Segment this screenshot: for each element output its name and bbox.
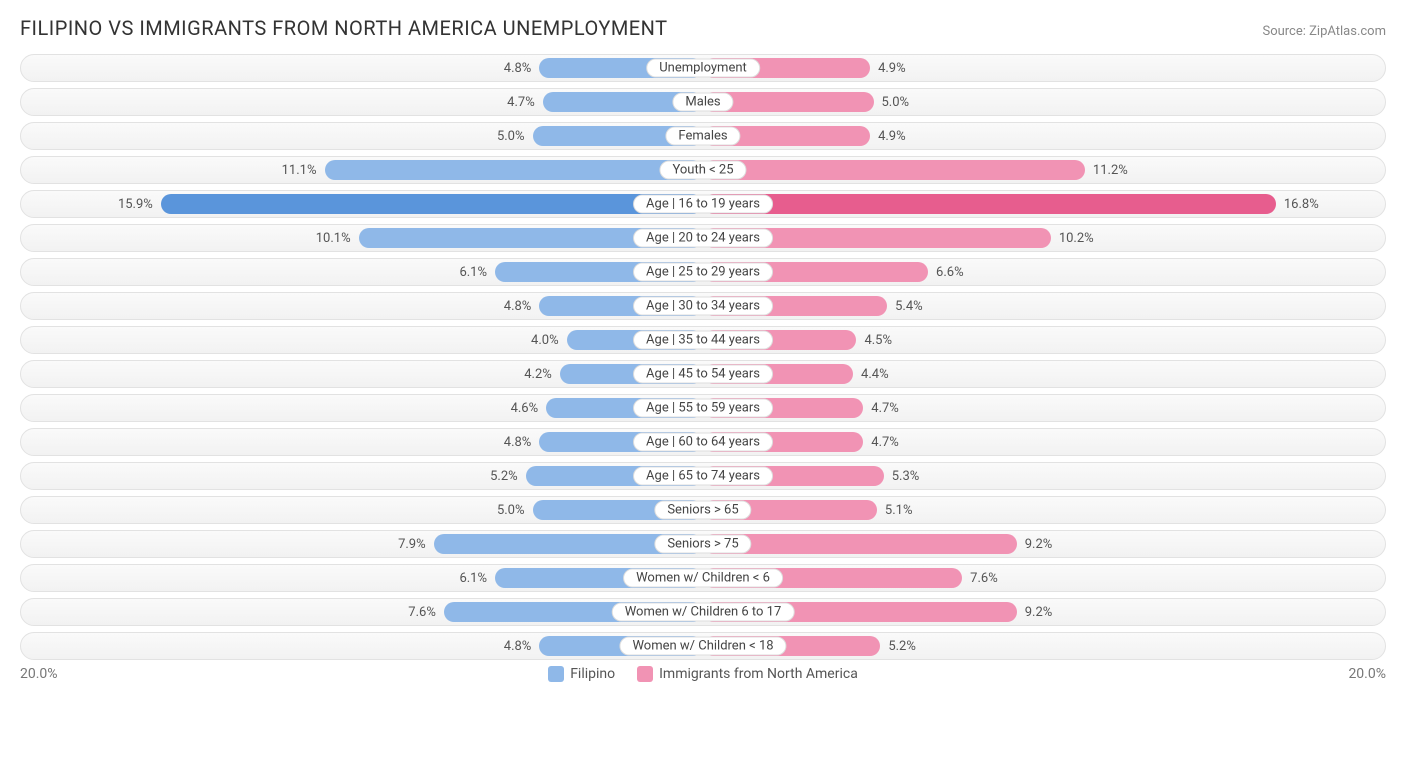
value-left: 4.8% (504, 429, 532, 455)
value-left: 5.0% (497, 123, 525, 149)
chart-row: 4.8% 5.4% Age | 30 to 34 years (20, 292, 1386, 320)
category-label: Age | 35 to 44 years (633, 331, 773, 350)
value-right: 4.7% (871, 429, 899, 455)
diverging-bar-chart: 4.8% 4.9% Unemployment 4.7% 5.0% Males 5.0% 4.9… (20, 54, 1386, 660)
chart-row: 6.1% 6.6% Age | 25 to 29 years (20, 258, 1386, 286)
category-label: Age | 60 to 64 years (633, 433, 773, 452)
value-left: 4.8% (504, 633, 532, 659)
value-right: 16.8% (1284, 191, 1319, 217)
chart-row: 10.1% 10.2% Age | 20 to 24 years (20, 224, 1386, 252)
legend-item-right: Immigrants from North America (637, 666, 858, 682)
value-right: 6.6% (936, 259, 964, 285)
value-left: 5.2% (490, 463, 518, 489)
category-label: Unemployment (646, 59, 760, 78)
value-left: 4.8% (504, 55, 532, 81)
category-label: Seniors > 65 (654, 501, 751, 520)
chart-row: 4.2% 4.4% Age | 45 to 54 years (20, 360, 1386, 388)
value-left: 6.1% (459, 565, 487, 591)
category-label: Age | 55 to 59 years (633, 399, 773, 418)
category-label: Age | 45 to 54 years (633, 365, 773, 384)
value-right: 10.2% (1059, 225, 1094, 251)
chart-row: 11.1% 11.2% Youth < 25 (20, 156, 1386, 184)
category-label: Youth < 25 (659, 161, 746, 180)
category-label: Age | 20 to 24 years (633, 229, 773, 248)
category-label: Age | 25 to 29 years (633, 263, 773, 282)
chart-row: 4.8% 4.9% Unemployment (20, 54, 1386, 82)
value-right: 7.6% (970, 565, 998, 591)
chart-row: 5.0% 5.1% Seniors > 65 (20, 496, 1386, 524)
chart-footer: 20.0% Filipino Immigrants from North Ame… (20, 666, 1386, 682)
axis-max-right: 20.0% (1348, 666, 1386, 682)
chart-row: 4.8% 5.2% Women w/ Children < 18 (20, 632, 1386, 660)
bar-left (161, 194, 703, 214)
value-left: 15.9% (118, 191, 153, 217)
chart-title: FILIPINO VS IMMIGRANTS FROM NORTH AMERIC… (20, 16, 668, 40)
chart-row: 4.7% 5.0% Males (20, 88, 1386, 116)
category-label: Women w/ Children < 18 (619, 637, 786, 656)
value-right: 4.7% (871, 395, 899, 421)
value-left: 4.6% (511, 395, 539, 421)
chart-row: 5.2% 5.3% Age | 65 to 74 years (20, 462, 1386, 490)
legend-label-left: Filipino (570, 666, 615, 682)
legend-label-right: Immigrants from North America (659, 666, 858, 682)
value-right: 4.9% (878, 55, 906, 81)
value-right: 11.2% (1093, 157, 1128, 183)
value-right: 5.1% (885, 497, 913, 523)
chart-row: 4.8% 4.7% Age | 60 to 64 years (20, 428, 1386, 456)
value-left: 4.7% (507, 89, 535, 115)
legend-swatch-right (637, 666, 653, 682)
value-left: 4.8% (504, 293, 532, 319)
value-right: 5.2% (888, 633, 916, 659)
value-right: 9.2% (1025, 531, 1053, 557)
value-right: 4.5% (864, 327, 892, 353)
chart-source: Source: ZipAtlas.com (1262, 24, 1386, 39)
chart-row: 7.6% 9.2% Women w/ Children 6 to 17 (20, 598, 1386, 626)
legend-swatch-left (548, 666, 564, 682)
bar-right (703, 160, 1085, 180)
chart-header: FILIPINO VS IMMIGRANTS FROM NORTH AMERIC… (20, 16, 1386, 40)
value-right: 5.0% (882, 89, 910, 115)
bar-left (325, 160, 704, 180)
value-left: 7.9% (398, 531, 426, 557)
chart-row: 4.6% 4.7% Age | 55 to 59 years (20, 394, 1386, 422)
value-left: 10.1% (316, 225, 351, 251)
chart-row: 5.0% 4.9% Females (20, 122, 1386, 150)
category-label: Women w/ Children < 6 (623, 569, 783, 588)
value-left: 4.0% (531, 327, 559, 353)
value-left: 4.2% (524, 361, 552, 387)
axis-max-left: 20.0% (20, 666, 58, 682)
chart-row: 7.9% 9.2% Seniors > 75 (20, 530, 1386, 558)
value-right: 5.3% (892, 463, 920, 489)
category-label: Females (665, 127, 740, 146)
value-right: 9.2% (1025, 599, 1053, 625)
category-label: Women w/ Children 6 to 17 (612, 603, 795, 622)
value-left: 5.0% (497, 497, 525, 523)
category-label: Seniors > 75 (654, 535, 751, 554)
value-right: 4.9% (878, 123, 906, 149)
category-label: Age | 16 to 19 years (633, 195, 773, 214)
value-left: 11.1% (282, 157, 317, 183)
value-left: 7.6% (408, 599, 436, 625)
chart-row: 6.1% 7.6% Women w/ Children < 6 (20, 564, 1386, 592)
value-right: 5.4% (895, 293, 923, 319)
chart-row: 15.9% 16.8% Age | 16 to 19 years (20, 190, 1386, 218)
legend: Filipino Immigrants from North America (548, 666, 858, 682)
bar-right (703, 194, 1276, 214)
value-right: 4.4% (861, 361, 889, 387)
category-label: Males (672, 93, 733, 112)
category-label: Age | 30 to 34 years (633, 297, 773, 316)
chart-row: 4.0% 4.5% Age | 35 to 44 years (20, 326, 1386, 354)
legend-item-left: Filipino (548, 666, 615, 682)
value-left: 6.1% (459, 259, 487, 285)
category-label: Age | 65 to 74 years (633, 467, 773, 486)
